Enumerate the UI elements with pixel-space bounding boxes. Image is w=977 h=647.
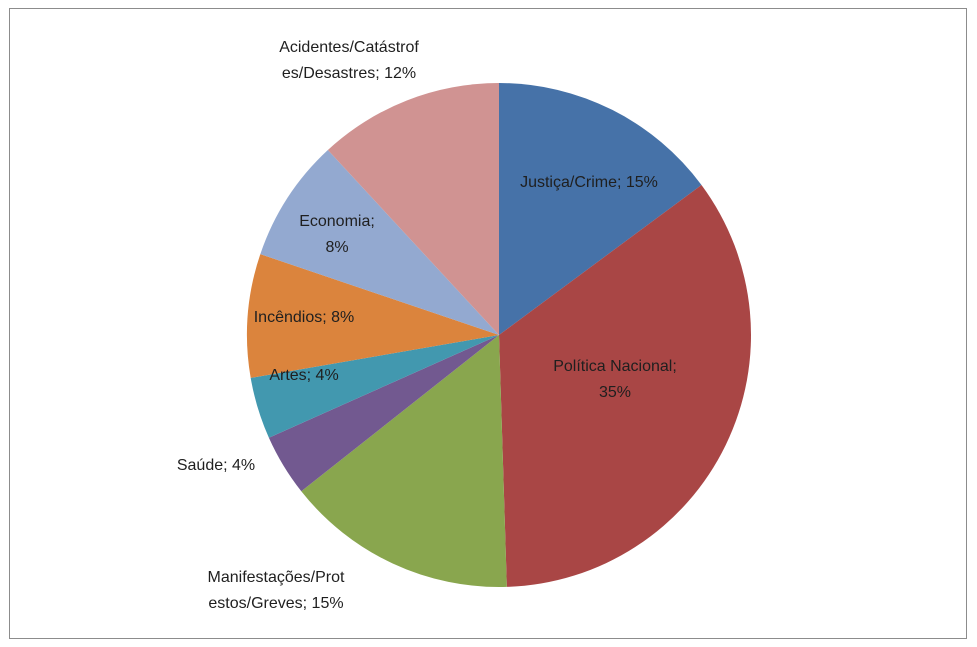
slice-label-line: 8%	[325, 239, 348, 256]
pie-slices	[247, 83, 752, 587]
pie-slice-3	[268, 335, 499, 492]
slice-label-line: Política Nacional;	[553, 358, 677, 375]
slice-label-line: es/Desastres; 12%	[282, 65, 416, 82]
slice-label-line: Acidentes/Catástrof	[279, 39, 419, 56]
slice-label-0: Justiça/Crime; 15%	[520, 174, 658, 191]
slice-label-6: Economia; 8%	[299, 213, 375, 256]
slice-label-line: Artes; 4%	[269, 367, 338, 384]
slice-label-line: Justiça/Crime; 15%	[520, 174, 658, 191]
slice-label-1: Política Nacional; 35%	[553, 358, 677, 401]
pie-slice-7	[327, 83, 499, 335]
slice-label-line: 35%	[599, 384, 631, 401]
pie-slice-1	[499, 184, 752, 587]
slice-label-line: Economia;	[299, 213, 375, 230]
pie-slice-6	[260, 150, 499, 335]
slice-label-line: Saúde; 4%	[177, 457, 255, 474]
slice-label-5: Incêndios; 8%	[254, 309, 355, 326]
slice-label-2: Manifestações/Prot estos/Greves; 15%	[208, 569, 346, 612]
pie-slice-0	[499, 83, 702, 335]
pie-labels: Justiça/Crime; 15% Política Nacional; 35% M…	[177, 39, 677, 612]
pie-slice-5	[247, 254, 499, 378]
slice-label-line: estos/Greves; 15%	[208, 595, 343, 612]
slice-label-line: Manifestações/Prot	[208, 569, 346, 586]
slice-label-4: Artes; 4%	[269, 367, 338, 384]
pie-slice-2	[301, 335, 507, 587]
pie-slice-4	[250, 335, 499, 438]
slice-label-3: Saúde; 4%	[177, 457, 255, 474]
slice-label-line: Incêndios; 8%	[254, 309, 355, 326]
slice-label-7: Acidentes/Catástrof es/Desastres; 12%	[279, 39, 419, 82]
